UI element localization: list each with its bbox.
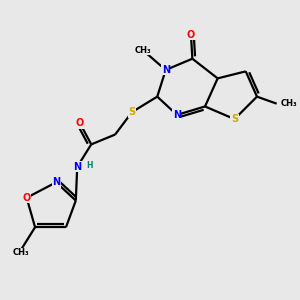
Text: S: S	[128, 107, 136, 117]
Text: O: O	[187, 30, 195, 40]
Text: CH₃: CH₃	[281, 99, 298, 108]
Text: N: N	[173, 110, 181, 120]
Text: O: O	[76, 118, 84, 128]
Text: N: N	[52, 177, 60, 187]
Text: O: O	[22, 193, 31, 203]
Text: H: H	[87, 161, 93, 170]
Text: CH₃: CH₃	[135, 46, 152, 55]
Text: CH₃: CH₃	[13, 248, 29, 257]
Text: N: N	[162, 65, 170, 75]
Text: N: N	[73, 162, 81, 172]
Text: S: S	[231, 114, 238, 124]
